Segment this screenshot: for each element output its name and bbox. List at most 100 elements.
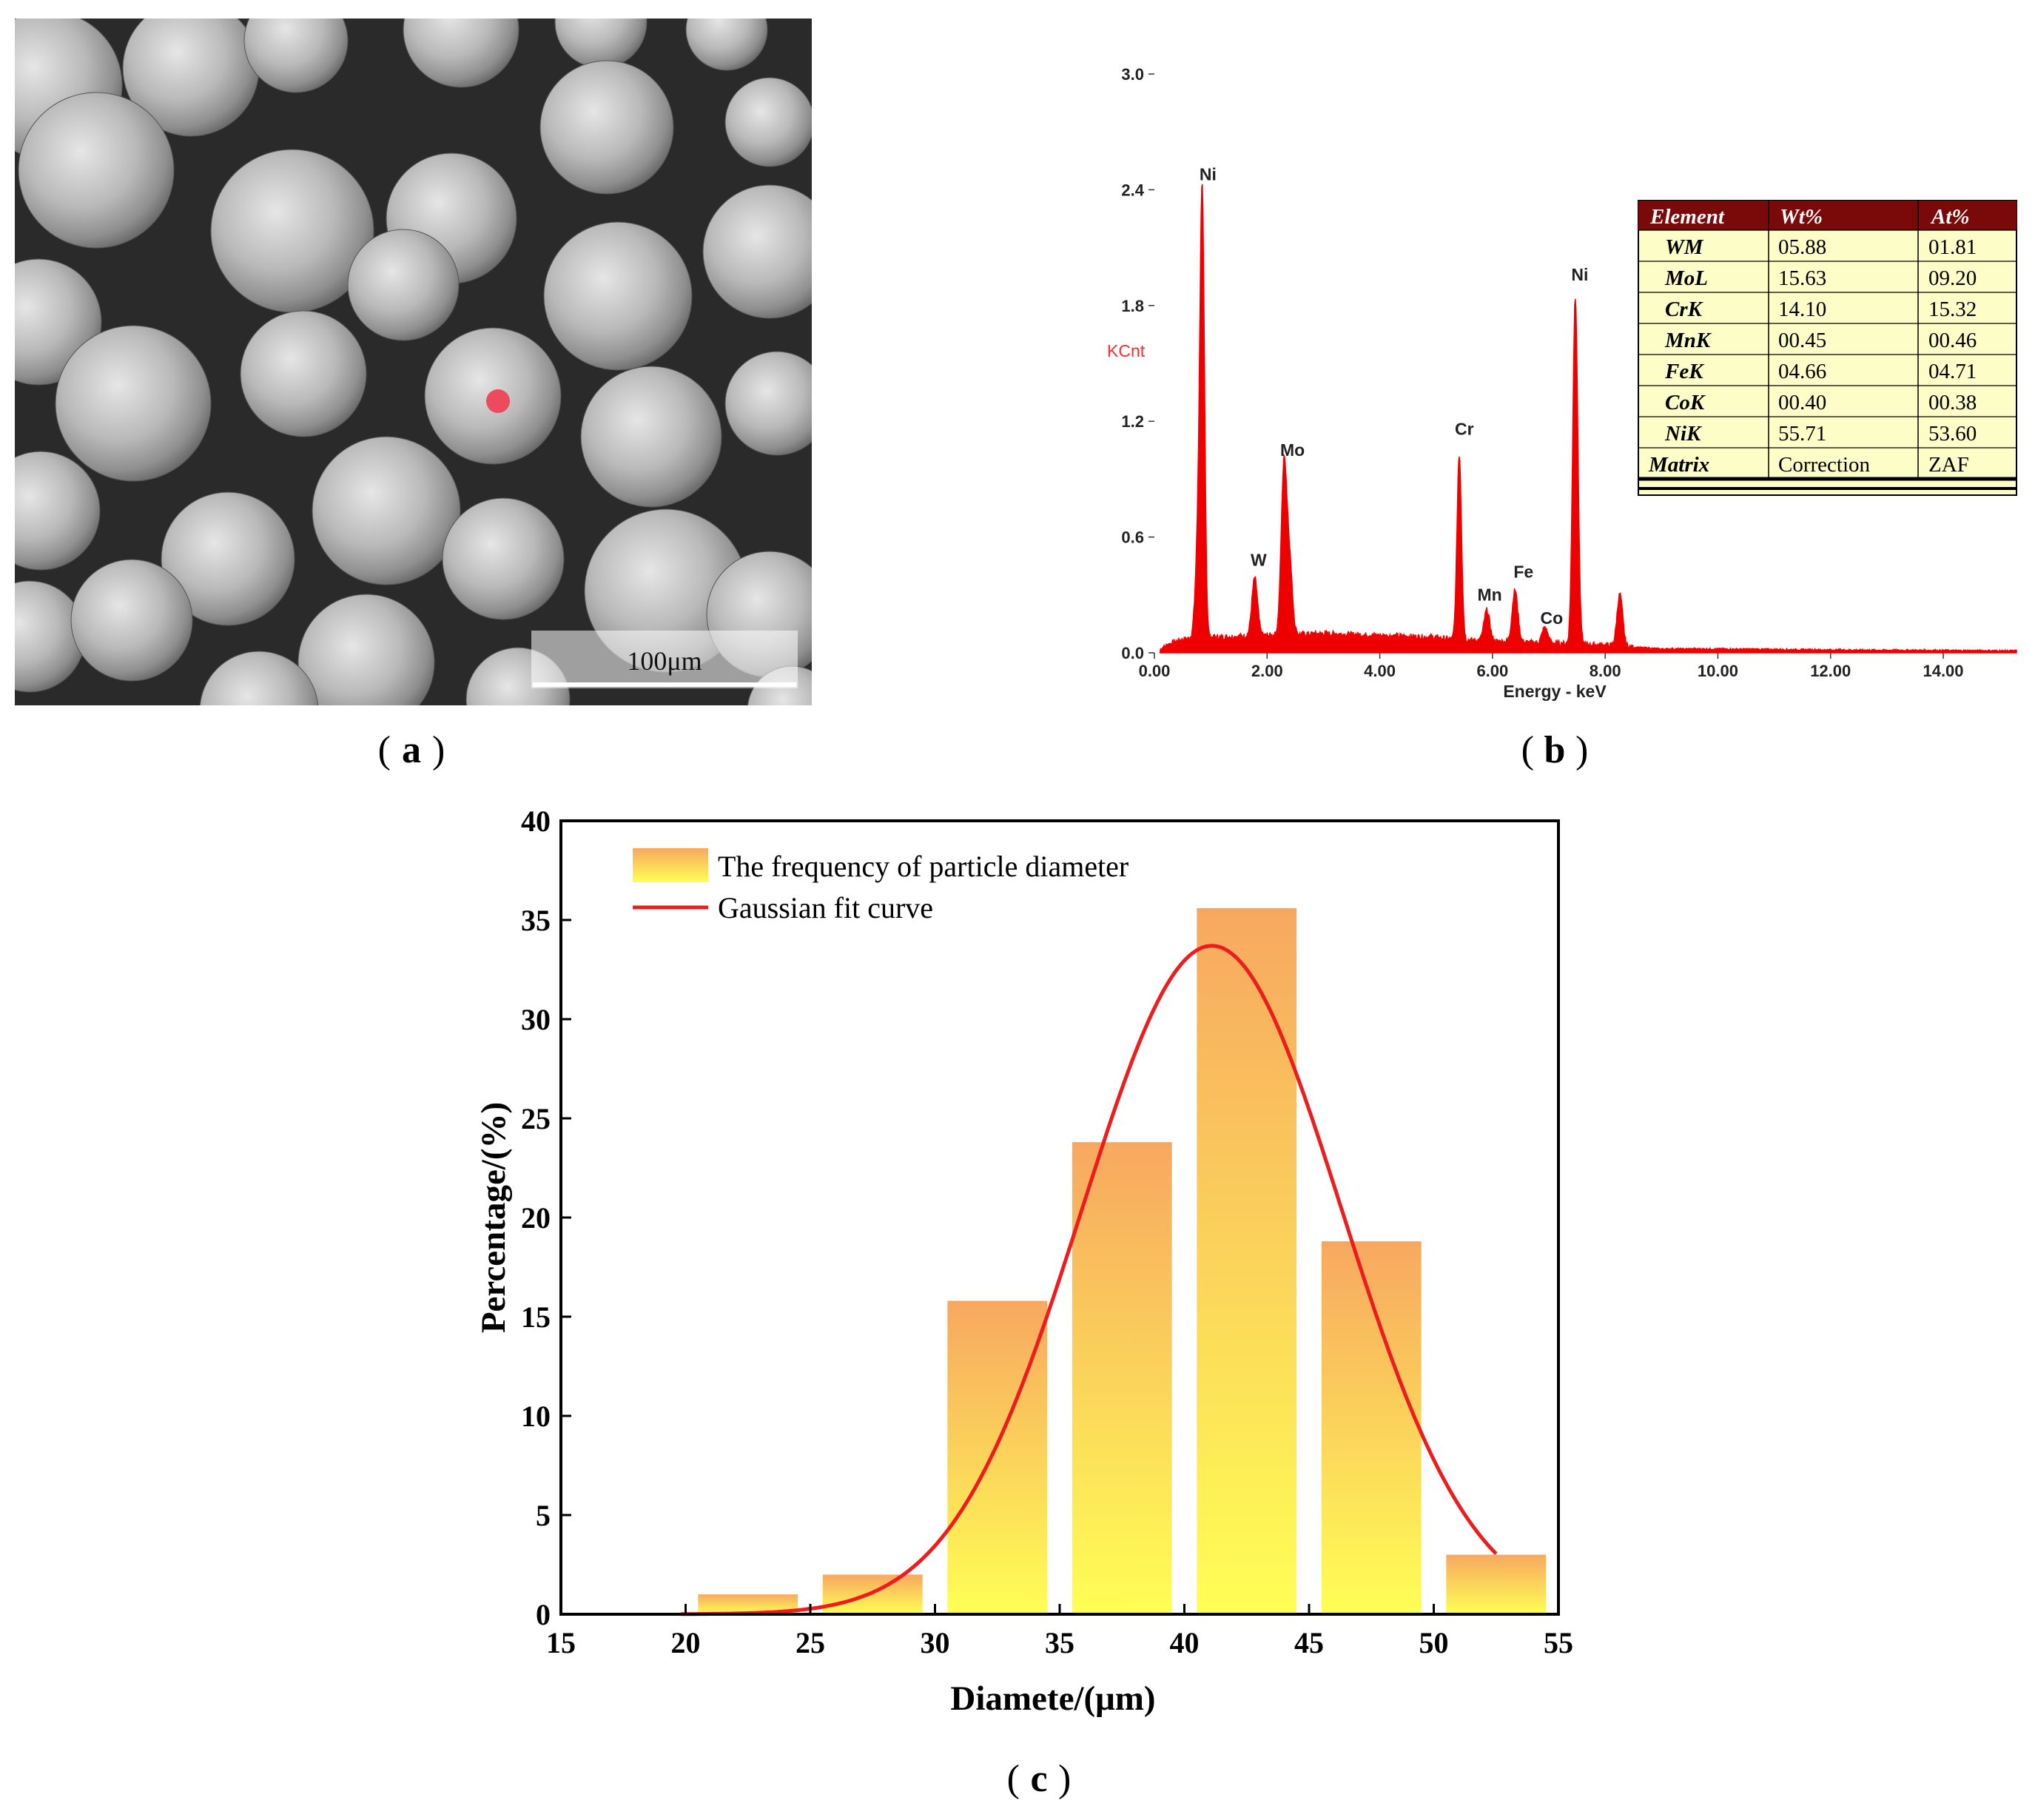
panel-label-a: ( a ) [378, 729, 445, 771]
histogram-y-tick-label: 5 [536, 1499, 551, 1532]
eds-peak-label: Co [1540, 608, 1563, 628]
histogram-x-axis: 15 20 25 30 35 40 45 50 55 [546, 1604, 1573, 1659]
particle-size-histogram: 0 5 10 15 20 25 30 35 40 15 20 25 30 35 40 45 50 55 The … [474, 805, 1573, 1718]
powder-sphere [70, 559, 193, 682]
eds-y-axis: 0.0 0.6 1.2 1.8 2.4 3.0 [1121, 65, 1154, 662]
eds-peak-label: Ni [1571, 265, 1588, 284]
legend-line-label: Gaussian fit curve [718, 891, 933, 924]
powder-sphere [702, 184, 812, 319]
eds-x-tick-label: 14.00 [1923, 662, 1963, 680]
scale-bar-label: 100μm [627, 646, 702, 676]
histogram-x-tick-label: 50 [1419, 1626, 1449, 1659]
panel-label-b: ( b ) [1521, 729, 1589, 771]
table-cell-wt: Correction [1778, 453, 1871, 477]
powder-sphere [199, 651, 319, 705]
table-cell-element: Matrix [1648, 453, 1709, 477]
table-cell-at: ZAF [1928, 453, 1969, 477]
histogram-y-tick-label: 15 [521, 1300, 551, 1334]
table-cell-wt: 55.71 [1778, 422, 1826, 446]
powder-sphere [543, 221, 693, 371]
histogram-x-tick-label: 55 [1544, 1626, 1573, 1659]
table-header-wt: Wt% [1780, 205, 1823, 229]
eds-y-tick-label: 1.8 [1121, 297, 1144, 315]
table-cell-wt: 15.63 [1778, 266, 1826, 290]
eds-y-tick-label: 3.0 [1121, 65, 1144, 84]
powder-sphere [403, 19, 519, 88]
table-cell-at: 04.71 [1928, 360, 1977, 383]
table-cell-element: FeK [1664, 360, 1704, 383]
histogram-y-tick-label: 35 [521, 904, 551, 937]
histogram-x-tick-label: 30 [921, 1626, 950, 1659]
histogram-x-tick-label: 15 [546, 1626, 576, 1659]
eds-x-axis-label: Energy - keV [1503, 682, 1607, 701]
table-cell-element: MoL [1664, 266, 1708, 290]
powder-sphere [685, 19, 768, 71]
eds-x-axis: 0.00 2.00 4.00 6.00 8.00 10.00 12.00 14.00 [1139, 653, 1964, 680]
table-cell-element: CoK [1665, 391, 1706, 414]
eds-spectrum-line [1159, 184, 2017, 654]
histogram-y-tick-label: 0 [536, 1598, 551, 1631]
histogram-x-tick-label: 35 [1045, 1626, 1074, 1659]
table-cell-wt: 14.10 [1778, 298, 1826, 321]
panel-b-letter: b [1544, 729, 1566, 771]
table-cell-at: 53.60 [1928, 422, 1977, 446]
powder-sphere [55, 325, 212, 482]
powder-sphere [297, 594, 435, 705]
histogram-y-tick-label: 10 [521, 1400, 551, 1433]
panel-c-letter: c [1030, 1758, 1047, 1800]
eds-y-axis-label: KCnt [1107, 341, 1146, 360]
table-background [1638, 200, 2017, 496]
table-header-at: At% [1930, 205, 1970, 229]
legend-bar-label: The frequency of particle diameter [718, 850, 1128, 883]
eds-peak-label: Ni [1200, 164, 1217, 184]
eds-x-tick-label: 10.00 [1698, 662, 1738, 680]
table-cell-at: 01.81 [1928, 235, 1977, 259]
powder-sphere [539, 60, 674, 195]
histogram-bar [1072, 1142, 1172, 1614]
powder-sphere [161, 491, 295, 626]
table-cell-element: MnK [1664, 329, 1712, 352]
powder-sphere [240, 310, 367, 437]
histogram-y-axis-label: Percentage/(%) [474, 1102, 513, 1333]
svg-text:(: ( [378, 729, 391, 771]
histogram-x-tick-label: 25 [796, 1626, 825, 1659]
histogram-x-tick-label: 45 [1294, 1626, 1324, 1659]
histogram-bar [1446, 1554, 1547, 1614]
histogram-y-axis: 0 5 10 15 20 25 30 35 40 [521, 805, 571, 1631]
table-header-row [1638, 201, 2016, 230]
table-cell-wt: 00.40 [1778, 391, 1826, 414]
eds-x-tick-label: 4.00 [1364, 662, 1396, 680]
table-cell-at: 00.46 [1928, 329, 1977, 352]
scale-bar-box [531, 631, 798, 688]
table-cell-wt: 04.66 [1778, 360, 1826, 383]
eds-y-tick-label: 0.0 [1121, 644, 1144, 662]
svg-text:(: ( [1521, 729, 1534, 771]
table-cell-at: 00.38 [1928, 391, 1977, 414]
table-grid [1638, 201, 2016, 490]
eds-y-tick-label: 0.6 [1121, 528, 1144, 547]
powder-sphere [724, 351, 812, 456]
eds-peak-label: Mn [1477, 585, 1501, 605]
table-cell-element: CrK [1665, 298, 1703, 321]
eds-peak-label: Fe [1513, 562, 1533, 581]
analysis-spot [486, 389, 510, 413]
eds-peak-label: W [1251, 551, 1267, 570]
eds-y-tick-label: 2.4 [1121, 181, 1144, 199]
eds-peak-label: Cr [1455, 419, 1474, 438]
sem-panel: 100μm [15, 19, 812, 705]
svg-text:): ) [432, 729, 445, 771]
powder-sphere [580, 366, 722, 508]
powder-sphere [724, 77, 812, 167]
histogram-y-tick-label: 30 [521, 1003, 551, 1036]
eds-peak-labels: Ni W Mo Cr Mn Fe Co Ni [1200, 164, 1589, 628]
svg-text:): ) [1575, 729, 1588, 771]
histogram-x-tick-label: 20 [671, 1626, 701, 1659]
table-header-element: Element [1649, 205, 1725, 229]
histogram-x-tick-label: 40 [1170, 1626, 1200, 1659]
gaussian-fit-curve [680, 944, 1498, 1616]
powder-sphere [243, 19, 349, 93]
table-cell-element: NiK [1664, 422, 1702, 446]
table-rows: WM 05.88 01.81 MoL 15.63 09.20 CrK 14.10 15.32 Mn… [1648, 235, 1977, 477]
powder-sphere [15, 451, 101, 571]
